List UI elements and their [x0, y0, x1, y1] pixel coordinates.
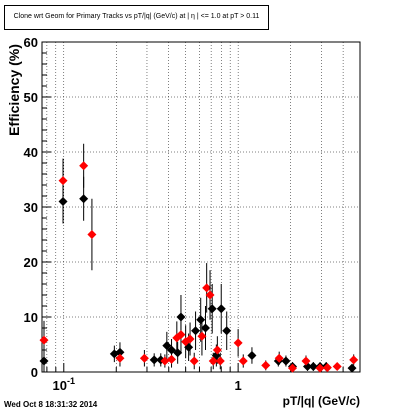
data-point	[208, 356, 218, 366]
data-point	[222, 326, 232, 336]
data-point	[274, 353, 284, 363]
chart-title: Clone wrt Geom for Primary Tracks vs pT/…	[13, 13, 260, 20]
y-tick-label: 0	[31, 365, 38, 380]
data-point	[191, 326, 201, 336]
data-point	[202, 283, 212, 293]
y-tick-label: 10	[24, 310, 38, 325]
data-point	[261, 360, 271, 370]
data-point	[322, 363, 332, 373]
x-tick-label: 1	[235, 378, 242, 393]
data-point	[233, 338, 243, 348]
data-point	[196, 315, 206, 325]
x-tick-label: 10-1	[53, 376, 75, 393]
y-tick-label: 50	[24, 90, 38, 105]
data-point	[347, 363, 357, 373]
x-axis-label: pT/|q| (GeV/c)	[283, 394, 360, 408]
x-tick-label-exponent: -1	[67, 376, 75, 386]
data-point	[201, 323, 211, 333]
data-point	[308, 362, 318, 371]
data-point	[39, 335, 49, 345]
chart-title-box: Clone wrt Geom for Primary Tracks vs pT/…	[4, 5, 269, 30]
series-2	[39, 143, 359, 373]
series-1	[39, 176, 357, 373]
data-point	[349, 355, 359, 365]
data-point	[87, 230, 97, 239]
tick-labels: 0 10 20 30 40 50 60 10-1 1	[24, 35, 242, 393]
data-point	[173, 348, 183, 358]
data-point	[79, 161, 89, 171]
data-point	[39, 356, 49, 366]
data-point	[301, 356, 311, 366]
timestamp-footer: Wed Oct 8 18:31:32 2014	[4, 400, 98, 409]
data-point	[332, 362, 342, 371]
y-tick-label: 20	[24, 255, 38, 270]
y-tick-label: 40	[24, 145, 38, 160]
axis-ticks	[42, 41, 361, 373]
data-point	[281, 356, 291, 366]
data-point	[205, 290, 215, 300]
data-point	[139, 353, 149, 363]
data-point	[215, 356, 225, 366]
data-point	[115, 353, 125, 363]
y-tick-label: 30	[24, 200, 38, 215]
data-point	[247, 351, 257, 360]
data-point	[238, 356, 248, 366]
data-point	[149, 355, 159, 365]
data-point	[287, 363, 297, 373]
y-tick-label: 60	[24, 35, 38, 50]
data-series	[39, 143, 359, 373]
data-point	[315, 363, 325, 373]
data-point	[160, 356, 170, 366]
y-axis-label: Efficiency (%)	[6, 44, 22, 136]
data-point	[216, 304, 226, 314]
data-point	[207, 304, 217, 314]
data-point	[176, 330, 186, 340]
data-point	[58, 176, 68, 186]
data-point	[79, 194, 89, 204]
data-point	[167, 354, 177, 364]
data-point	[162, 341, 172, 351]
data-point	[212, 345, 222, 355]
data-point	[197, 331, 207, 341]
data-point	[185, 334, 195, 344]
data-point	[189, 356, 199, 366]
